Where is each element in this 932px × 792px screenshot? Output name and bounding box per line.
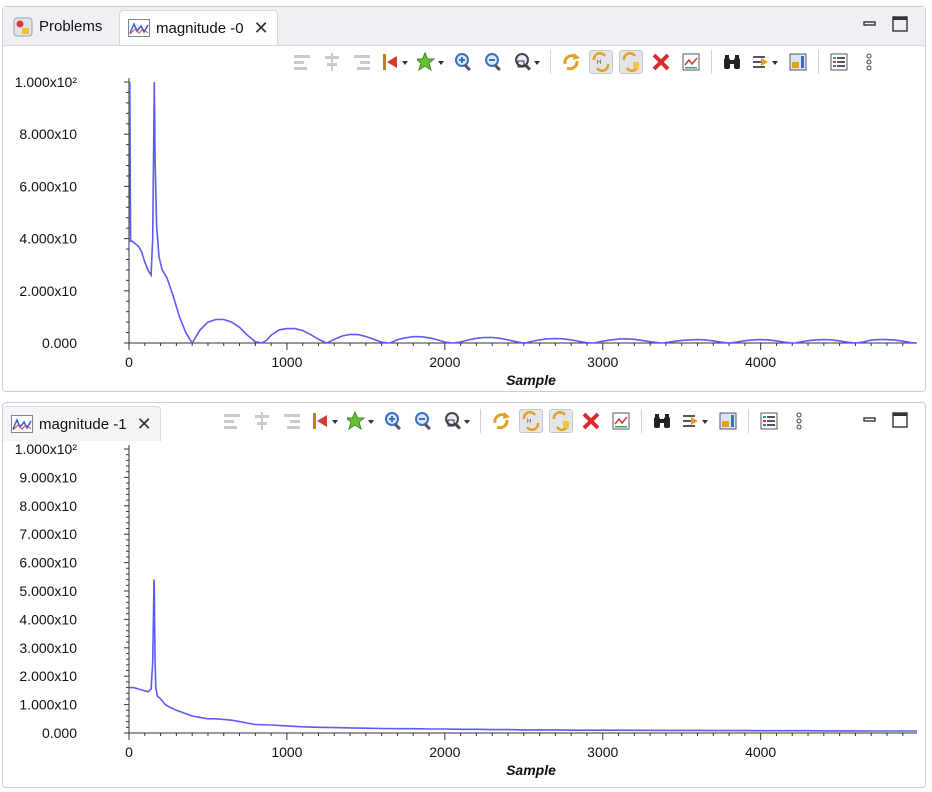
graph-toolbar-top: H — [287, 47, 884, 77]
zoom-out-icon[interactable] — [412, 409, 436, 433]
refresh-icon[interactable] — [559, 50, 583, 74]
more-options-icon[interactable] — [857, 50, 881, 74]
toolbar-separator — [641, 409, 642, 433]
maximize-icon[interactable] — [891, 411, 909, 429]
tab-magnitude-0[interactable]: magnitude -0 ✕ — [119, 10, 278, 45]
measure-dropdown-icon[interactable] — [380, 50, 410, 74]
y-tick-label: 8.000x10 — [19, 498, 77, 514]
y-tick-label: 0.000 — [42, 335, 77, 351]
add-marker-icon[interactable] — [346, 409, 376, 433]
graph-view-top: Problems magnitude -0 ✕ H — [2, 6, 926, 392]
lock-display-icon[interactable] — [716, 409, 740, 433]
binoculars-icon[interactable] — [650, 409, 674, 433]
import-dropdown-icon[interactable] — [750, 50, 780, 74]
tab-magnitude-0-label: magnitude -0 — [156, 19, 244, 37]
series-line — [129, 579, 917, 732]
properties-icon[interactable] — [609, 409, 633, 433]
tab-problems[interactable]: Problems — [5, 10, 110, 43]
problems-icon — [13, 17, 33, 37]
tab-problems-label: Problems — [39, 18, 103, 35]
minimize-icon[interactable] — [861, 411, 879, 429]
x-tick-label: 1000 — [271, 744, 302, 760]
y-tick-label: 2.000x10 — [19, 668, 77, 684]
minimize-icon[interactable] — [861, 15, 879, 33]
more-options-icon[interactable] — [787, 409, 811, 433]
y-tick-label: 1.000x10 — [19, 697, 77, 713]
magnitude-0-chart[interactable]: 0.000 2.000x10 4.000x10 6.000x10 8.000x10 1.0… — [3, 46, 925, 391]
y-tick-label: 1.000x10² — [15, 74, 78, 90]
x-tick-label: 2000 — [429, 354, 460, 370]
sync-vertical-icon[interactable] — [619, 50, 643, 74]
y-tick-label: 4.000x10 — [19, 611, 77, 627]
graph-view-bottom: magnitude -1 ✕ H 0.000 1.000x10 2.000x10 — [2, 402, 926, 788]
y-tick-label: 6.000x10 — [19, 555, 77, 571]
y-tick-label: 6.000x10 — [19, 178, 77, 194]
delete-icon[interactable] — [649, 50, 673, 74]
binoculars-icon[interactable] — [720, 50, 744, 74]
graph-icon — [11, 415, 33, 433]
maximize-icon[interactable] — [891, 15, 909, 33]
y-tick-label: 5.000x10 — [19, 583, 77, 599]
toolbar-separator — [818, 50, 819, 74]
refresh-icon[interactable] — [489, 409, 513, 433]
align-left-icon[interactable] — [290, 50, 314, 74]
y-tick-label: 1.000x10² — [15, 441, 78, 457]
align-right-icon[interactable] — [280, 409, 304, 433]
zoom-out-icon[interactable] — [482, 50, 506, 74]
x-tick-label: 4000 — [745, 354, 776, 370]
y-tick-label: 0.000 — [42, 725, 77, 741]
tab-bar-top: Problems magnitude -0 ✕ — [3, 7, 925, 46]
toolbar-separator — [711, 50, 712, 74]
x-tick-label: 4000 — [745, 744, 776, 760]
series-line — [129, 82, 917, 343]
zoom-fit-icon[interactable] — [442, 409, 472, 433]
sync-horizontal-icon[interactable]: H — [589, 50, 613, 74]
svg-text:H: H — [527, 419, 531, 425]
y-tick-label: 3.000x10 — [19, 640, 77, 656]
sync-vertical-icon[interactable] — [549, 409, 573, 433]
svg-text:H: H — [597, 60, 601, 66]
x-axis-title: Sample — [506, 372, 556, 388]
measure-dropdown-icon[interactable] — [310, 409, 340, 433]
graph-icon — [128, 19, 150, 37]
x-tick-label: 3000 — [587, 744, 618, 760]
y-tick-label: 9.000x10 — [19, 469, 77, 485]
y-tick-label: 2.000x10 — [19, 283, 77, 299]
toolbar-separator — [748, 409, 749, 433]
x-tick-label: 1000 — [271, 354, 302, 370]
y-tick-label: 8.000x10 — [19, 126, 77, 142]
zoom-in-icon[interactable] — [382, 409, 406, 433]
zoom-fit-icon[interactable] — [512, 50, 542, 74]
x-tick-label: 2000 — [429, 744, 460, 760]
x-tick-label: 0 — [125, 744, 133, 760]
tab-magnitude-1-label: magnitude -1 — [39, 415, 127, 433]
zoom-in-icon[interactable] — [452, 50, 476, 74]
import-dropdown-icon[interactable] — [680, 409, 710, 433]
list-icon[interactable] — [827, 50, 851, 74]
x-axis-title: Sample — [506, 762, 556, 778]
align-center-icon[interactable] — [250, 409, 274, 433]
sync-horizontal-icon[interactable]: H — [519, 409, 543, 433]
x-tick-label: 0 — [125, 354, 133, 370]
y-tick-label: 7.000x10 — [19, 526, 77, 542]
close-icon[interactable]: ✕ — [253, 17, 269, 38]
lock-display-icon[interactable] — [786, 50, 810, 74]
align-center-icon[interactable] — [320, 50, 344, 74]
align-left-icon[interactable] — [220, 409, 244, 433]
align-right-icon[interactable] — [350, 50, 374, 74]
graph-toolbar-bottom: H — [217, 406, 814, 436]
properties-icon[interactable] — [679, 50, 703, 74]
y-tick-label: 4.000x10 — [19, 231, 77, 247]
close-icon[interactable]: ✕ — [136, 413, 152, 434]
toolbar-separator — [480, 409, 481, 433]
list-icon[interactable] — [757, 409, 781, 433]
add-marker-icon[interactable] — [416, 50, 446, 74]
tab-magnitude-1[interactable]: magnitude -1 ✕ — [3, 406, 161, 441]
magnitude-1-chart[interactable]: 0.000 1.000x10 2.000x10 3.000x10 4.000x10 5.0… — [3, 441, 925, 788]
toolbar-separator — [550, 50, 551, 74]
delete-icon[interactable] — [579, 409, 603, 433]
tab-bar-bottom: magnitude -1 ✕ — [3, 403, 925, 441]
x-tick-label: 3000 — [587, 354, 618, 370]
